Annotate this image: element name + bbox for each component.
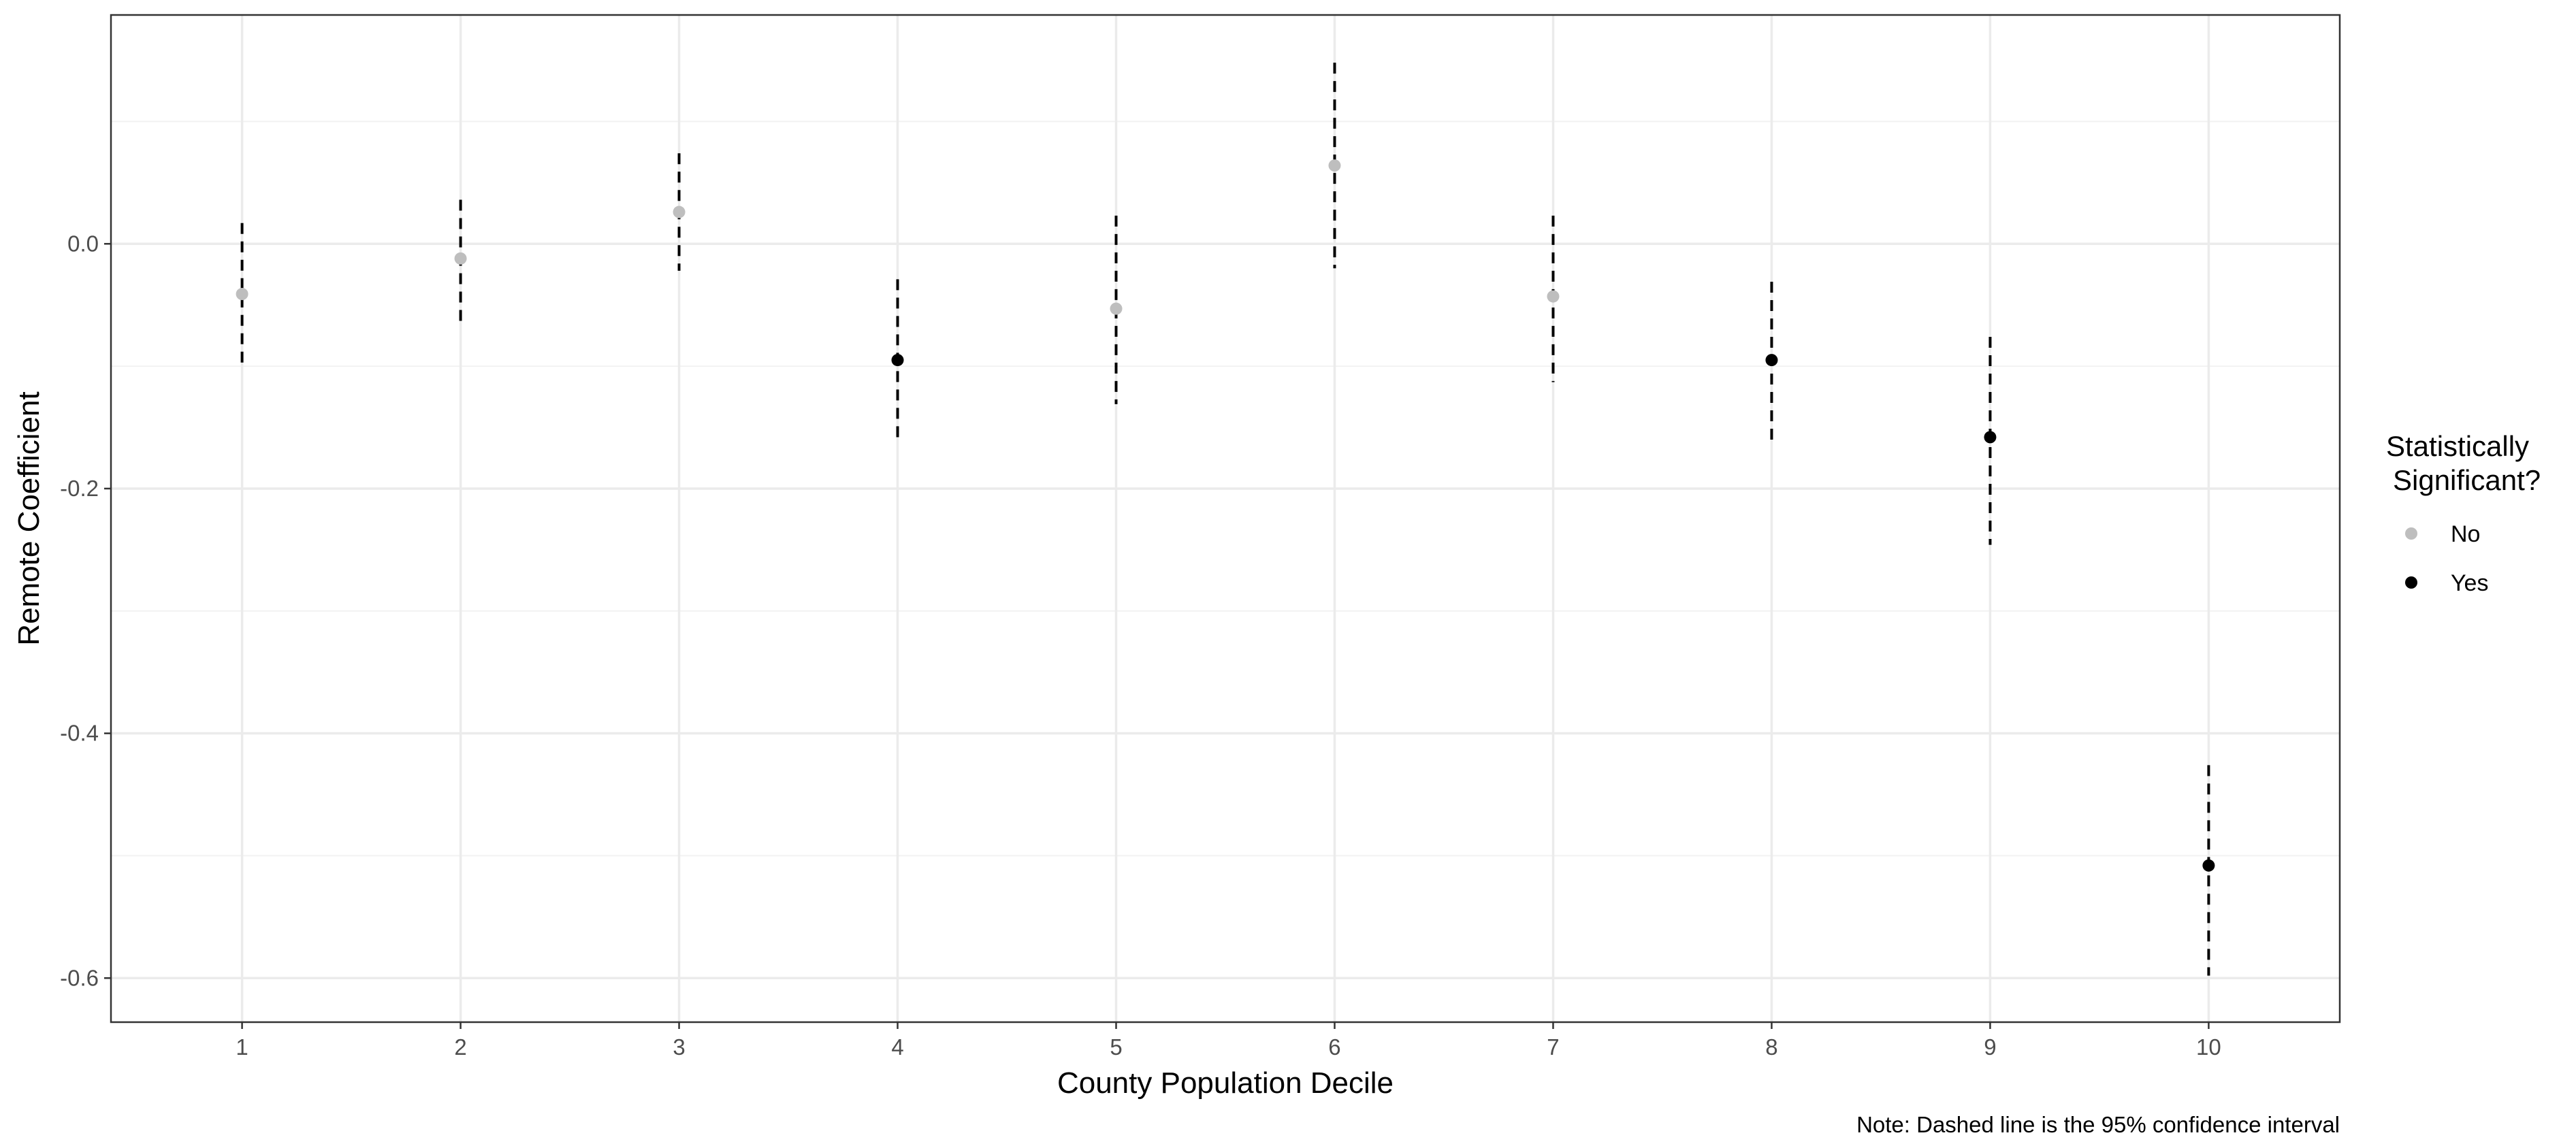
data-point (1765, 354, 1778, 367)
legend-title-line2: Significant? (2393, 464, 2541, 496)
major-gridlines (111, 15, 2340, 1022)
legend: Statistically Significant? No Yes (2386, 430, 2541, 596)
y-tick-label: -0.2 (60, 476, 99, 501)
y-tick-label: -0.4 (60, 721, 99, 746)
legend-key-yes (2405, 576, 2417, 589)
data-point (2202, 859, 2215, 872)
chart-caption: Note: Dashed line is the 95% confidence … (1856, 1112, 2340, 1137)
legend-label-no: No (2451, 521, 2480, 547)
data-point (454, 252, 467, 265)
y-tick-label: -0.6 (60, 965, 99, 990)
data-point (1110, 302, 1123, 315)
x-tick-label: 6 (1328, 1034, 1340, 1060)
x-tick-label: 8 (1765, 1034, 1777, 1060)
x-tick-label: 4 (891, 1034, 903, 1060)
legend-title-line1: Statistically (2386, 430, 2529, 462)
data-point (1328, 159, 1341, 172)
plot-background (111, 15, 2340, 1022)
data-point (1984, 431, 1997, 444)
data-points (236, 159, 2215, 872)
x-axis: 1 2 3 4 5 6 7 8 9 10 (236, 1022, 2221, 1060)
legend-key-no (2405, 527, 2417, 540)
y-axis-title: Remote Coefficient (12, 391, 46, 645)
x-tick-label: 5 (1110, 1034, 1122, 1060)
x-tick-label: 2 (454, 1034, 466, 1060)
y-tick-label: 0.0 (67, 231, 99, 256)
plot-panel-border (110, 14, 2341, 1024)
data-point (1547, 290, 1560, 303)
x-tick-label: 1 (236, 1034, 248, 1060)
legend-label-yes: Yes (2451, 570, 2488, 596)
minor-gridlines (111, 120, 2340, 857)
data-point (236, 288, 248, 301)
data-point (673, 206, 686, 218)
x-tick-label: 9 (1984, 1034, 1996, 1060)
x-axis-title: County Population Decile (1057, 1066, 1394, 1100)
x-tick-label: 3 (673, 1034, 685, 1060)
x-tick-label: 7 (1547, 1034, 1559, 1060)
data-point (891, 354, 904, 367)
y-axis: 0.0 -0.2 -0.4 -0.6 (60, 231, 111, 990)
x-tick-label: 10 (2196, 1034, 2221, 1060)
